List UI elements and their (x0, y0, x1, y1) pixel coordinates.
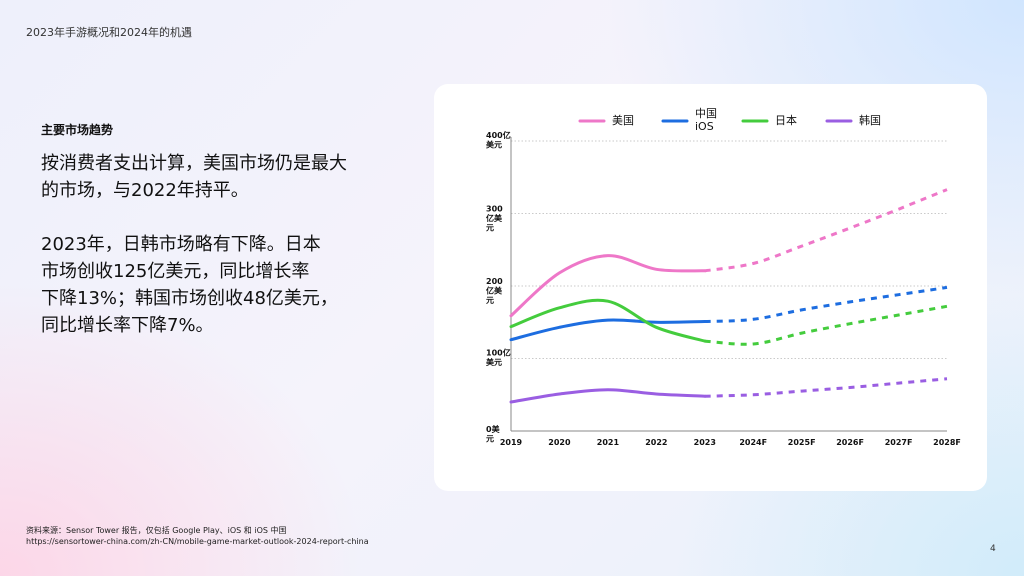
x-tick-label: 2028F (933, 438, 961, 447)
legend-label: iOS (695, 120, 714, 133)
page-number: 4 (990, 544, 996, 554)
summary-paragraph-us: 按消费者支出计算，美国市场仍是最大 的市场，与2022年持平。 (41, 150, 391, 204)
series-line-forecast-1 (704, 285, 948, 323)
legend-label: 日本 (775, 113, 797, 127)
series-line-actual-2 (509, 298, 707, 343)
x-tick-label: 2019 (500, 438, 523, 447)
chart-card: 0美元 100亿 美元 200 亿美元 300 亿美元 400亿 美元 2019 2020 2021 2… (434, 84, 987, 491)
x-tick-label: 2020 (548, 438, 571, 447)
x-tick-label: 2023 (694, 438, 716, 447)
series-line-forecast-2 (704, 304, 948, 346)
series-layer (509, 188, 948, 404)
grid-layer (511, 140, 947, 359)
y-tick-label: 亿美 (486, 286, 503, 296)
paragraph-line: 下降13%；韩国市场创收48亿美元， (41, 288, 338, 309)
y-tick-label: 元 (486, 224, 494, 233)
legend-label: 美国 (612, 114, 634, 127)
paragraph-line: 同比增长率下降7%。 (41, 315, 214, 336)
y-tick-label: 亿美 (486, 213, 503, 223)
x-tick-label: 2026F (836, 438, 864, 447)
y-tick-label: 300 (486, 205, 503, 214)
x-tick-label: 2025F (788, 438, 816, 447)
y-tick-label: 100亿 (486, 348, 511, 358)
x-tick-label: 2021 (597, 438, 620, 447)
paragraph-line: 按消费者支出计算，美国市场仍是最大 (41, 153, 347, 174)
legend-label: 韩国 (859, 113, 881, 127)
series-line-actual-3 (509, 388, 707, 404)
document-title: 2023年手游概况和2024年的机遇 (26, 26, 192, 39)
y-tick-label: 0美 (486, 424, 501, 434)
x-tick-label: 2024F (739, 438, 767, 447)
y-tick-label: 元 (486, 296, 494, 305)
section-label: 主要市场趋势 (41, 123, 114, 137)
series-line-actual-1 (509, 318, 707, 342)
y-tick-label: 美元 (486, 140, 502, 150)
y-tick-label: 200 (486, 277, 503, 286)
series-line-forecast-3 (704, 377, 948, 398)
y-tick-label: 美元 (486, 357, 502, 367)
series-line-actual-0 (509, 254, 707, 318)
paragraph-line: 市场创收125亿美元，同比增长率 (41, 261, 310, 282)
summary-paragraph-jp-kr: 2023年，日韩市场略有下降。日本 市场创收125亿美元，同比增长率 下降13%… (41, 231, 391, 339)
legend-label: 中国 (695, 107, 717, 120)
source-note: 资料来源：Sensor Tower 报告，仅包括 Google Play、iOS… (26, 526, 287, 535)
y-tick-label: 元 (486, 435, 494, 444)
x-tick-label: 2022 (645, 438, 667, 447)
x-tick-label: 2027F (885, 438, 913, 447)
y-tick-label: 400亿 (486, 130, 511, 140)
source-link[interactable]: https://sensortower-china.com/zh-CN/mobi… (26, 537, 369, 546)
paragraph-line: 的市场，与2022年持平。 (41, 180, 249, 201)
paragraph-line: 2023年，日韩市场略有下降。日本 (41, 234, 321, 255)
series-line-forecast-0 (704, 188, 948, 273)
